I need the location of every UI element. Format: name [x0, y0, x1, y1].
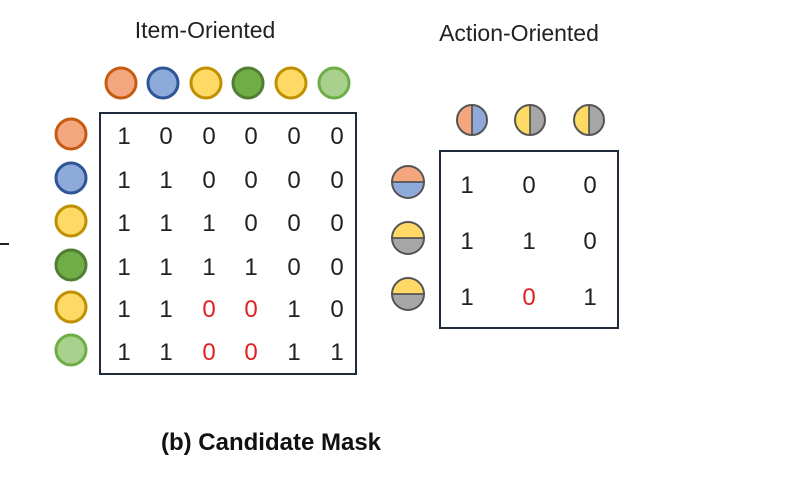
mask-cell: 1 [460, 172, 473, 199]
mask-cell: 0 [330, 167, 343, 194]
item-column-token-yellow [189, 66, 223, 100]
token-outline [573, 104, 605, 136]
mask-cell: 1 [460, 228, 473, 255]
item-matrix-cells: 1 0 0 0 0 0 1 1 0 0 0 0 1 1 1 0 0 0 1 1 1 1 0 0 1 1 0 0 1 0 1 1 0 0 1 1 [117, 123, 343, 366]
item-matrix-frame [99, 112, 357, 375]
token-half-orange [392, 166, 424, 182]
mask-cell: 0 [287, 123, 300, 150]
item-row-token-orange [54, 117, 88, 151]
action-column-token-orange-blue [456, 104, 488, 136]
mask-cell: 0 [244, 167, 257, 194]
action-column-token-yellow-gray [514, 104, 546, 136]
token-half-gray [392, 238, 424, 254]
mask-cell: 1 [159, 296, 172, 323]
mask-cell: 0 [330, 296, 343, 323]
token-outline [514, 104, 546, 136]
token-half-yellow [392, 278, 424, 294]
mask-cell: 1 [117, 254, 130, 281]
mask-cell: 1 [159, 167, 172, 194]
mask-cell: 0 [330, 123, 343, 150]
mask-cell: 0 [202, 339, 215, 366]
mask-cell: 1 [287, 339, 300, 366]
action-row-token-yellow-gray [391, 221, 425, 255]
item-column-token-lightgreen [317, 66, 351, 100]
token-half-gray [589, 105, 604, 135]
action-row-tokens [391, 165, 425, 311]
token-half-blue [472, 105, 487, 135]
action-oriented-title: Action-Oriented [439, 20, 599, 46]
token-outline [391, 277, 425, 311]
mask-cell: 1 [244, 254, 257, 281]
mask-cell: 1 [117, 296, 130, 323]
action-row-token-yellow-gray [391, 277, 425, 311]
mask-cell: 0 [244, 210, 257, 237]
mask-cell: 1 [202, 210, 215, 237]
token-half-gray [530, 105, 545, 135]
mask-cell: 1 [117, 167, 130, 194]
mask-cell: 1 [117, 339, 130, 366]
mask-cell: 0 [522, 172, 535, 199]
action-matrix-cells: 1 0 0 1 1 0 1 0 1 [460, 172, 596, 311]
item-row-token-green [54, 248, 88, 282]
item-column-token-blue [146, 66, 180, 100]
mask-cell: 0 [287, 210, 300, 237]
mask-cell: 1 [202, 254, 215, 281]
mask-cell: 0 [287, 167, 300, 194]
mask-cell: 1 [117, 123, 130, 150]
action-matrix-frame [439, 150, 619, 329]
token-half-yellow [392, 222, 424, 238]
action-row-token-orange-blue [391, 165, 425, 199]
token-half-gray [392, 294, 424, 310]
mask-cell: 1 [330, 339, 343, 366]
token-half-yellow [515, 105, 530, 135]
figure-caption: (b) Candidate Mask [161, 429, 382, 456]
mask-cell: 1 [117, 210, 130, 237]
token-outline [456, 104, 488, 136]
token-outline [391, 221, 425, 255]
item-row-tokens [54, 117, 88, 367]
item-row-token-blue [54, 161, 88, 195]
mask-cell: 1 [287, 296, 300, 323]
mask-cell: 1 [159, 339, 172, 366]
mask-cell: 0 [583, 172, 596, 199]
mask-cell: 0 [202, 167, 215, 194]
mask-cell: 0 [202, 296, 215, 323]
mask-cell: 0 [244, 296, 257, 323]
mask-cell: 1 [522, 228, 535, 255]
mask-cell: 0 [202, 123, 215, 150]
item-column-tokens [104, 66, 351, 100]
mask-cell: 0 [330, 210, 343, 237]
item-column-token-yellow [274, 66, 308, 100]
item-oriented-title: Item-Oriented [135, 17, 276, 43]
mask-cell: 0 [522, 284, 535, 311]
mask-cell: 0 [244, 339, 257, 366]
mask-cell: 1 [159, 210, 172, 237]
mask-cell: 1 [460, 284, 473, 311]
token-half-orange [457, 105, 472, 135]
item-row-token-lightgreen [54, 333, 88, 367]
mask-cell: 0 [583, 228, 596, 255]
mask-cell: 0 [159, 123, 172, 150]
token-half-yellow [574, 105, 589, 135]
mask-cell: 0 [330, 254, 343, 281]
item-row-token-yellow [54, 204, 88, 238]
mask-cell: 0 [287, 254, 300, 281]
mask-cell: 1 [159, 254, 172, 281]
item-row-token-yellow [54, 290, 88, 324]
mask-cell: 1 [583, 284, 596, 311]
action-column-token-yellow-gray [573, 104, 605, 136]
token-outline [391, 165, 425, 199]
item-column-token-green [231, 66, 265, 100]
mask-cell: 0 [244, 123, 257, 150]
item-column-token-orange [104, 66, 138, 100]
token-half-blue [392, 182, 424, 198]
action-column-tokens [456, 104, 605, 136]
